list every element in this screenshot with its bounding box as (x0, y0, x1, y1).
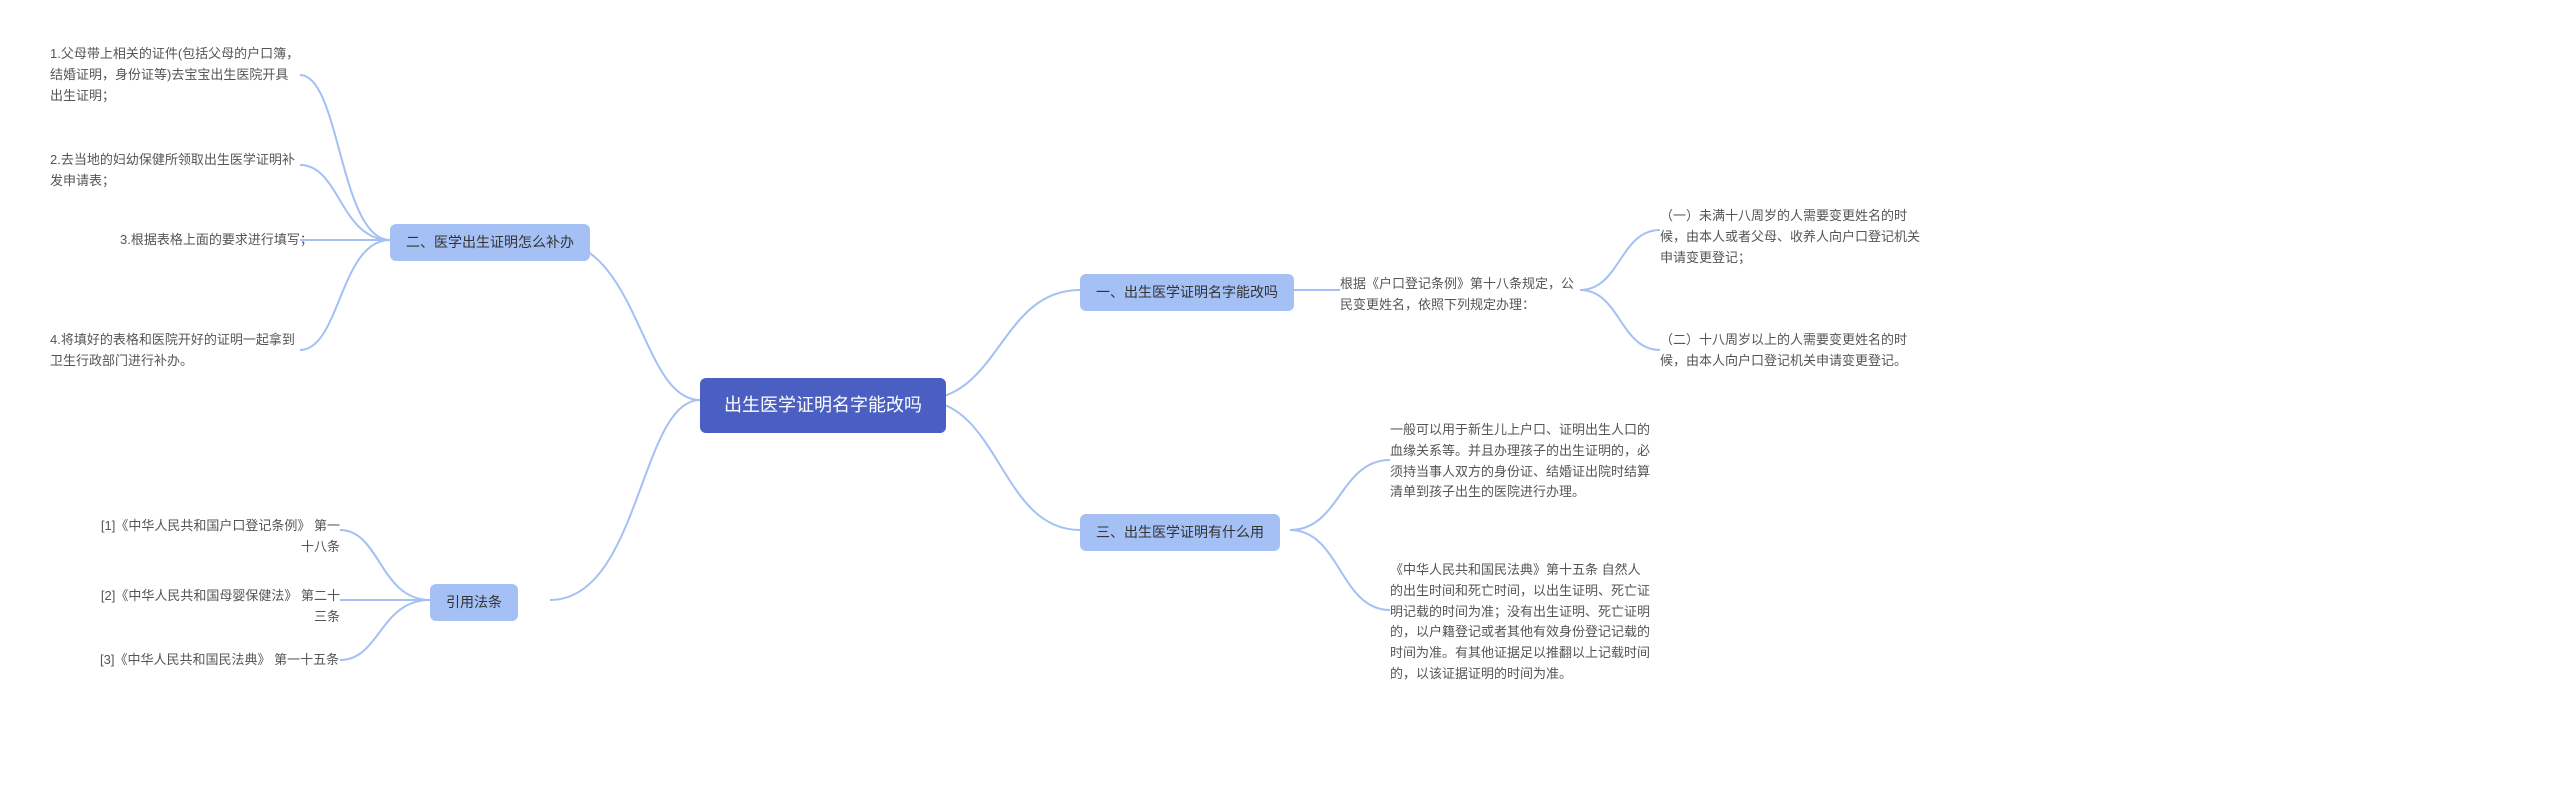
section-2-step2: 2.去当地的妇幼保健所领取出生医学证明补发申请表； (50, 150, 300, 192)
section-3-node: 三、出生医学证明有什么用 (1080, 514, 1280, 551)
section-2-step1: 1.父母带上相关的证件(包括父母的户口簿，结婚证明，身份证等)去宝宝出生医院开具… (50, 44, 300, 106)
section-1-sub1: （一）未满十八周岁的人需要变更姓名的时候，由本人或者父母、收养人向户口登记机关申… (1660, 206, 1920, 268)
section-1-sub2: （二）十八周岁以上的人需要变更姓名的时候，由本人向户口登记机关申请变更登记。 (1660, 330, 1920, 372)
section-2-step3: 3.根据表格上面的要求进行填写； (120, 230, 313, 251)
root-node: 出生医学证明名字能改吗 (700, 378, 946, 433)
cite-1: [1]《中华人民共和国户口登记条例》 第一十八条 (100, 516, 340, 558)
section-3-detail2: 《中华人民共和国民法典》第十五条 自然人的出生时间和死亡时间，以出生证明、死亡证… (1390, 560, 1650, 685)
section-3-detail1: 一般可以用于新生儿上户口、证明出生人口的血缘关系等。并且办理孩子的出生证明的，必… (1390, 420, 1650, 503)
section-1-detail: 根据《户口登记条例》第十八条规定，公民变更姓名，依照下列规定办理： (1340, 274, 1580, 316)
cite-node: 引用法条 (430, 584, 518, 621)
section-2-step4: 4.将填好的表格和医院开好的证明一起拿到卫生行政部门进行补办。 (50, 330, 300, 372)
section-2-node: 二、医学出生证明怎么补办 (390, 224, 590, 261)
mindmap-connectors (0, 0, 2560, 789)
cite-3: [3]《中华人民共和国民法典》 第一十五条 (100, 650, 339, 671)
section-1-node: 一、出生医学证明名字能改吗 (1080, 274, 1294, 311)
cite-2: [2]《中华人民共和国母婴保健法》 第二十三条 (100, 586, 340, 628)
